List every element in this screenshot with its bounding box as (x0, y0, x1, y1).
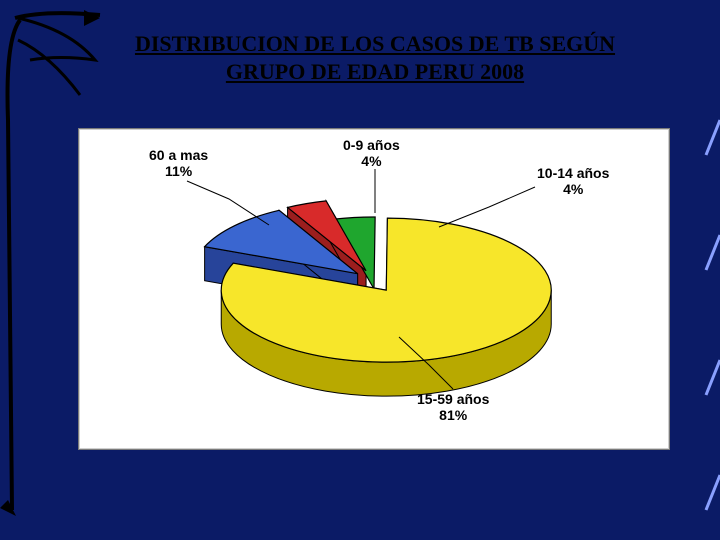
slice-label-60plus: 60 a mas 11% (149, 147, 208, 179)
right-ornament (700, 0, 720, 540)
slide: DISTRIBUCION DE LOS CASOS DE TB SEGÚN GR… (0, 0, 720, 540)
title-line-1: DISTRIBUCION DE LOS CASOS DE TB SEGÚN (135, 31, 615, 56)
slice-label-15-59: 15-59 años 81% (417, 391, 489, 423)
chart-title: DISTRIBUCION DE LOS CASOS DE TB SEGÚN GR… (90, 30, 660, 85)
title-line-2: GRUPO DE EDAD PERU 2008 (226, 59, 524, 84)
chart-panel: 60 a mas 11% 0-9 años 4% 10-14 años 4% 1… (78, 128, 670, 450)
slice-label-0-9: 0-9 años 4% (343, 137, 400, 169)
slice-label-10-14: 10-14 años 4% (537, 165, 609, 197)
